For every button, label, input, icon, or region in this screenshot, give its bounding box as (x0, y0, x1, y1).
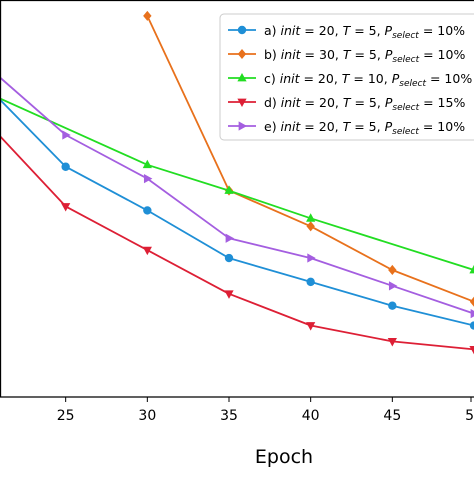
legend-entry-1: a) init = 20, T = 5, Pselect = 10% (228, 23, 465, 41)
axes-layer: 25 30 35 40 45 50 Epoch (0, 0, 474, 468)
data-point (388, 264, 397, 275)
legend-marker (237, 48, 247, 60)
data-point (224, 185, 234, 194)
series-1 (0, 98, 474, 330)
legend-entry-4: d) init = 20, T = 5, Pselect = 15% (228, 95, 465, 113)
legend-marker (237, 25, 247, 35)
data-point (61, 203, 71, 212)
legend-label: e) init = 20, T = 5, Pselect = 10% (264, 119, 465, 137)
data-point (62, 130, 71, 140)
x-tick-label: 45 (383, 408, 401, 424)
legend-label: a) init = 20, T = 5, Pselect = 10% (264, 23, 465, 41)
series-layer (0, 10, 474, 355)
x-tick-label: 30 (138, 408, 156, 424)
series-4 (0, 134, 474, 355)
legend: a) init = 20, T = 5, Pselect = 10% b) ini… (219, 13, 474, 141)
x-tick-label: 25 (57, 408, 75, 424)
data-point (470, 309, 474, 319)
data-point (142, 246, 152, 256)
data-point (143, 174, 153, 184)
data-point (224, 253, 234, 263)
data-point (469, 296, 474, 307)
data-point (388, 301, 397, 310)
legend-label: d) init = 20, T = 5, Pselect = 15% (264, 95, 465, 113)
data-point (307, 253, 316, 263)
data-point (61, 162, 70, 171)
legend-entry-5: e) init = 20, T = 5, Pselect = 10% (228, 119, 465, 137)
legend-label: b) init = 30, T = 5, Pselect = 10% (264, 47, 465, 65)
data-point (224, 290, 234, 299)
data-point (306, 221, 315, 232)
data-point (306, 277, 315, 287)
data-point (142, 159, 152, 169)
x-tick-label: 40 (302, 408, 320, 424)
data-point (306, 322, 316, 331)
legend-entry-2: b) init = 30, T = 5, Pselect = 10% (228, 47, 465, 65)
series-3 (0, 97, 474, 274)
data-point (306, 213, 316, 222)
data-point (143, 206, 152, 215)
data-point (469, 346, 474, 355)
x-tick-label: 50 (465, 408, 474, 424)
data-point (225, 233, 235, 243)
series-5 (0, 76, 474, 319)
legend-marker (237, 98, 247, 108)
data-point (469, 321, 474, 330)
x-tick-label: 35 (220, 408, 238, 424)
data-point (469, 264, 474, 274)
data-point (143, 10, 152, 21)
legend-label: c) init = 20, T = 10, Pselect = 10% (264, 71, 472, 89)
data-point (387, 338, 397, 347)
x-axis-label: Epoch (255, 446, 313, 468)
legend-marker (238, 121, 248, 131)
legend-box (219, 13, 474, 141)
data-point (388, 281, 398, 291)
legend-entry-3: c) init = 20, T = 10, Pselect = 10% (228, 71, 472, 89)
series-line-4 (0, 134, 474, 351)
legend-marker (237, 72, 247, 82)
